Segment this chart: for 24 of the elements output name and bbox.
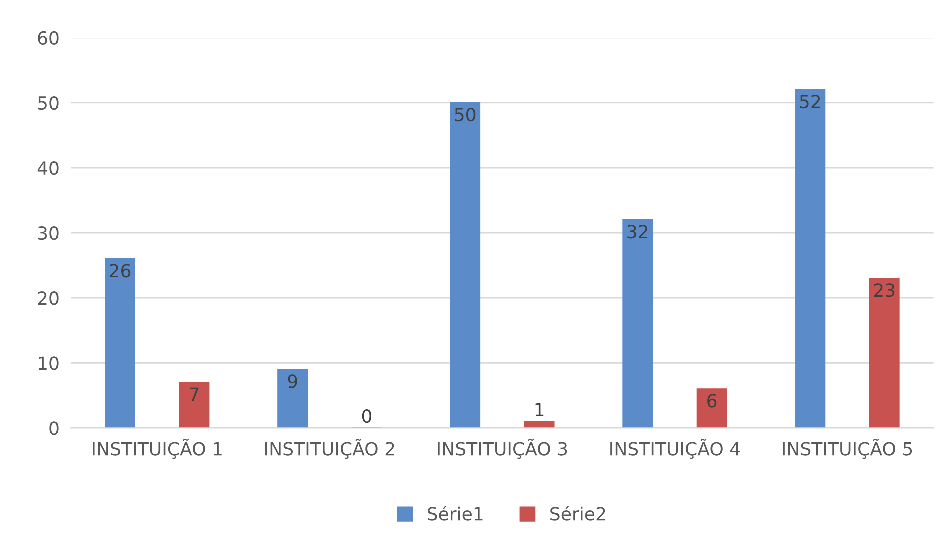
legend-label: Série1 (428, 506, 483, 521)
data-label: 52 (800, 94, 820, 109)
y-tick-label: 0 (50, 422, 59, 436)
data-label: 26 (110, 264, 131, 278)
y-tick-label: 50 (38, 96, 59, 110)
data-label: 1 (536, 403, 544, 416)
data-label: 0 (362, 409, 372, 424)
x-tick-label: INSTITUIÇÃO 2 (266, 439, 394, 460)
y-tick-label: 60 (38, 31, 59, 46)
data-label: 50 (455, 108, 476, 122)
y-tick-label: 10 (38, 356, 59, 370)
data-label: 9 (288, 374, 298, 388)
y-tick-label: 40 (38, 161, 59, 176)
x-tick-label: INSTITUIÇÃO 5 (783, 439, 912, 460)
x-tick-label: INSTITUIÇÃO 3 (438, 439, 568, 460)
data-label: 23 (874, 284, 895, 298)
data-label: 6 (708, 394, 717, 408)
legend-label: Série2 (550, 506, 606, 521)
y-tick-label: 20 (38, 292, 59, 306)
data-label: 32 (628, 225, 648, 239)
data-label: 7 (190, 388, 199, 402)
x-tick-label: INSTITUIÇÃO 4 (610, 439, 740, 460)
x-tick-label: INSTITUIÇÃO 1 (92, 439, 222, 460)
y-tick-label: 30 (38, 226, 59, 240)
